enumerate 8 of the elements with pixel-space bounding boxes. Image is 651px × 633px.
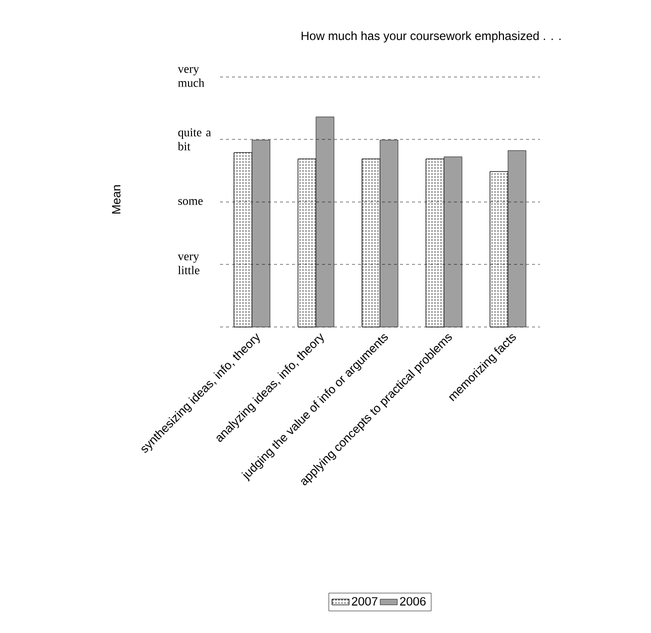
legend-label: 2007 [352, 597, 378, 606]
ref-line-label: some [178, 199, 203, 205]
ref-line-label: very much [178, 67, 204, 87]
ref-line-label: quite a bit [178, 128, 211, 150]
ref-line-label: very little [178, 254, 200, 274]
chart-title: How much has your coursework emphasized . . . [302, 31, 561, 42]
legend-label: 2006 [400, 597, 426, 606]
y-axis-title: Mean [112, 185, 120, 214]
